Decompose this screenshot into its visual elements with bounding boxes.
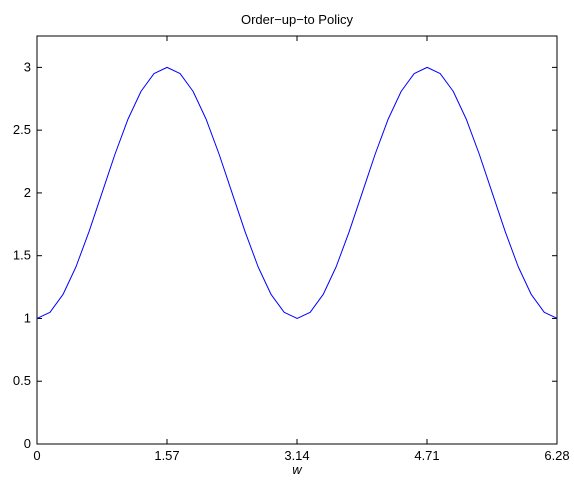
- x-axis-label: w: [292, 462, 303, 477]
- x-tick-label: 3.14: [284, 448, 309, 463]
- x-tick-label: 1.57: [154, 448, 179, 463]
- x-tick-label: 0: [33, 448, 40, 463]
- y-tick-label: 2: [24, 185, 31, 200]
- y-tick-label: 0: [24, 436, 31, 451]
- y-axis: 0 0.5 1 1.5 2 2.5 3: [13, 59, 557, 451]
- series-line-0: [36, 66, 558, 319]
- chart-title: Order−up−to Policy: [241, 12, 354, 27]
- y-tick-label: 0.5: [13, 373, 31, 388]
- y-tick-label: 2.5: [13, 122, 31, 137]
- x-tick-label: 6.28: [544, 448, 569, 463]
- series-layer: [36, 66, 558, 319]
- x-axis: 0 1.57 3.14 4.71 6.28: [33, 36, 570, 463]
- x-tick-label: 4.71: [414, 448, 439, 463]
- y-tick-label: 1: [24, 310, 31, 325]
- plot-area-frame: [36, 35, 558, 445]
- y-tick-label: 3: [24, 59, 31, 74]
- y-tick-label: 1.5: [13, 248, 31, 263]
